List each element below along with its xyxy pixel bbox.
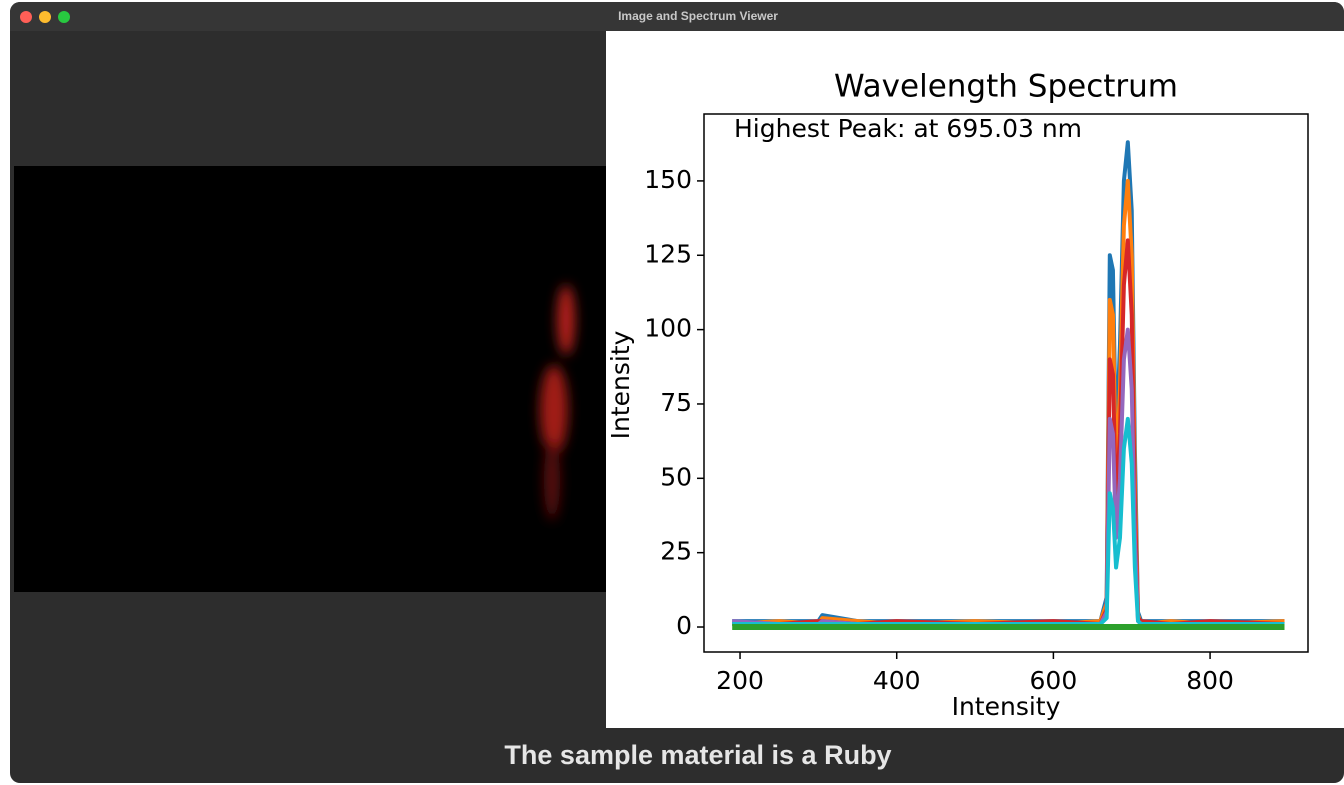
x-axis-label: Intensity xyxy=(952,692,1061,721)
y-tick-label: 150 xyxy=(644,165,692,194)
x-tick-label: 600 xyxy=(1030,666,1078,695)
peak-annotation: Highest Peak: at 695.03 nm xyxy=(734,114,1082,143)
y-tick-label: 75 xyxy=(660,388,692,417)
y-tick-label: 25 xyxy=(660,537,692,566)
axes-frame xyxy=(703,113,1309,653)
spectrum-plot: Wavelength Spectrum 0 25 50 75 100 125 150 200 40… xyxy=(606,69,1309,721)
y-tick-label: 125 xyxy=(644,239,692,268)
y-tick-label: 100 xyxy=(644,314,692,343)
close-button[interactable] xyxy=(20,11,32,23)
ruby-glow xyxy=(540,285,575,520)
plot-title: Wavelength Spectrum xyxy=(834,69,1178,105)
zoom-button[interactable] xyxy=(58,11,70,23)
y-axis-label: Intensity xyxy=(606,330,635,439)
window-title: Image and Spectrum Viewer xyxy=(618,9,778,23)
x-tick-label: 800 xyxy=(1186,666,1234,695)
minimize-button[interactable] xyxy=(39,11,51,23)
plot-panel xyxy=(606,31,1344,728)
y-tick-label: 50 xyxy=(660,462,692,491)
sample-image xyxy=(14,166,606,592)
result-caption: The sample material is a Ruby xyxy=(504,740,891,770)
x-tick-label: 200 xyxy=(716,666,764,695)
y-tick-label: 0 xyxy=(676,611,692,640)
title-bar-fill xyxy=(10,20,1344,31)
x-tick-label: 400 xyxy=(873,666,921,695)
